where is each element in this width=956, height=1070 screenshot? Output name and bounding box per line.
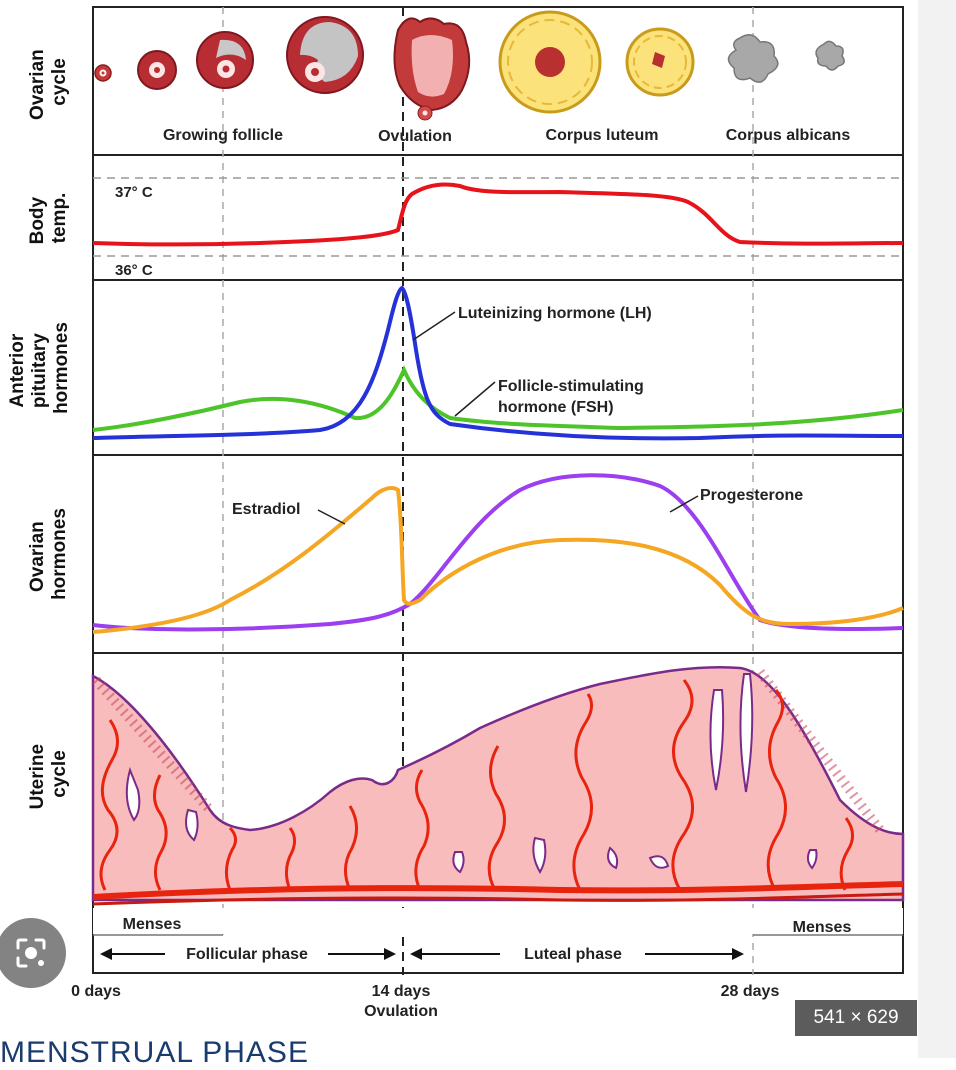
corpus-luteum-small — [625, 27, 695, 97]
fsh-callout — [454, 381, 496, 417]
label-body-temp-text: Body — [27, 196, 48, 244]
lh-curve — [92, 285, 904, 441]
gland — [648, 855, 670, 869]
gland — [806, 849, 818, 870]
temp-37-label: 37° C — [115, 184, 153, 201]
corpus-albicans-label: Corpus albicans — [726, 127, 851, 144]
label-anterior-pituitary-text2: pituitary — [29, 333, 50, 408]
menses-particles — [756, 668, 884, 834]
label-body-temp: Body temp. — [27, 192, 70, 245]
label-anterior-pituitary: Anterior pituitary hormones — [7, 322, 72, 414]
gland — [125, 766, 141, 822]
ovulation-follicle — [393, 17, 471, 121]
ovulation-label: Ovulation — [378, 128, 452, 145]
endometrium-illustration — [91, 665, 905, 906]
diagram-frame — [92, 6, 904, 974]
label-uterine-cycle: Uterine cycle — [27, 739, 70, 810]
gland — [739, 673, 754, 793]
follicle-stage-1 — [94, 64, 112, 82]
body-temperature-curve — [92, 182, 904, 247]
fsh-curve — [92, 365, 904, 432]
day-14-label: 14 days — [372, 983, 431, 1000]
estradiol-label: Estradiol — [232, 501, 300, 518]
label-uterine-cycle-text2: cycle — [49, 750, 70, 798]
menses-particles — [92, 676, 214, 814]
spiral-artery — [487, 745, 506, 891]
page-side-strip — [918, 0, 956, 1058]
luteal-arrowhead-right — [732, 948, 744, 960]
label-body-temp-text2: temp. — [49, 193, 70, 244]
spiral-artery — [99, 719, 119, 891]
day-28-label: 28 days — [721, 983, 780, 1000]
visual-search-lens-icon — [16, 938, 46, 968]
spiral-artery — [225, 826, 237, 891]
label-ovarian-hormones: Ovarian hormones — [27, 508, 70, 600]
luteal-phase-label: Luteal phase — [524, 946, 622, 963]
fsh-label-line2: hormone (FSH) — [498, 399, 614, 416]
gland — [607, 846, 619, 870]
day-14-ovulation-label: Ovulation — [364, 1003, 438, 1020]
progesterone-callout — [669, 495, 699, 513]
estradiol-curve — [92, 486, 904, 634]
follicle-stage-4 — [286, 16, 364, 94]
spiral-artery — [285, 827, 297, 891]
gland — [452, 851, 465, 874]
growing-follicle-label: Growing follicle — [163, 127, 283, 144]
lh-callout — [412, 311, 456, 341]
label-ovarian-hormones-text2: hormones — [49, 508, 70, 600]
menses-left-label: Menses — [123, 916, 182, 933]
result-caption[interactable]: MENSTRUAL PHASE — [0, 1036, 309, 1069]
menses-right-label: Menses — [793, 919, 852, 936]
corpus-albicans-large — [727, 34, 779, 83]
image-size-badge: 541 × 629 — [795, 1000, 917, 1036]
basal-vessel — [92, 881, 904, 900]
follicular-arrowhead-right — [384, 948, 396, 960]
spiral-artery — [414, 769, 430, 891]
menstrual-cycle-diagram: Ovarian cycle Body temp. Anterior pituit… — [7, 6, 905, 1020]
day-0-label: 0 days — [71, 983, 121, 1000]
label-anterior-pituitary-text3: hormones — [51, 322, 72, 414]
fsh-label: Follicle-stimulating hormone (FSH) — [498, 378, 648, 416]
visual-search-button[interactable] — [0, 918, 66, 988]
corpus-luteum-large — [498, 10, 602, 114]
fsh-label-line1: Follicle-stimulating — [498, 378, 644, 395]
lh-label: Luteinizing hormone (LH) — [458, 305, 652, 322]
spiral-artery — [671, 679, 694, 891]
basal-vessel — [92, 892, 904, 906]
corpus-albicans-small — [815, 40, 845, 71]
luteal-arrowhead-left — [410, 948, 422, 960]
label-ovarian-cycle-text: Ovarian — [27, 49, 48, 120]
follicle-stage-3 — [196, 31, 254, 89]
spiral-artery — [839, 817, 854, 891]
spiral-artery — [766, 689, 787, 891]
estradiol-callout — [317, 509, 346, 525]
progesterone-label: Progesterone — [700, 487, 803, 504]
label-ovarian-cycle-wrap: Ovarian cycle — [27, 44, 70, 120]
corpus-luteum-label: Corpus luteum — [546, 127, 659, 144]
follicle-stage-2 — [137, 50, 177, 90]
follicular-arrowhead-left — [100, 948, 112, 960]
gland — [185, 808, 199, 842]
label-ovarian-hormones-text: Ovarian — [27, 521, 48, 592]
spiral-artery — [572, 693, 593, 891]
spiral-artery — [153, 774, 168, 891]
gland — [532, 836, 547, 874]
label-anterior-pituitary-text: Anterior — [7, 333, 28, 408]
label-ovarian-cycle-text2: cycle — [49, 58, 70, 106]
phase-bar-background — [93, 908, 903, 934]
gland — [709, 689, 725, 791]
spiral-artery — [344, 805, 358, 891]
label-uterine-cycle-text: Uterine — [27, 744, 48, 809]
follicular-phase-label: Follicular phase — [186, 946, 308, 963]
temp-36-label: 36° C — [115, 262, 153, 279]
